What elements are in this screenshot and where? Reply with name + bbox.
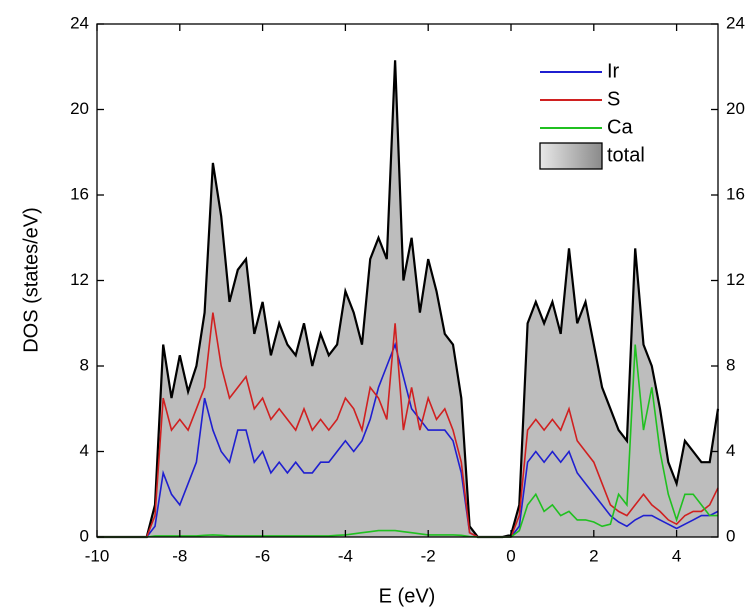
series-line — [97, 60, 720, 539]
x-tick-label: -4 — [338, 546, 353, 565]
legend-label: total — [607, 144, 645, 166]
y-tick-label-right: 20 — [726, 99, 745, 118]
x-tick-label: -6 — [255, 546, 270, 565]
legend-label: S — [607, 88, 620, 110]
x-axis-label: E (eV) — [379, 585, 436, 607]
y-tick-label: 16 — [70, 184, 89, 203]
x-tick-label: -10 — [85, 546, 110, 565]
y-tick-label: 20 — [70, 99, 89, 118]
y-tick-label-right: 16 — [726, 184, 745, 203]
y-tick-label: 8 — [80, 355, 89, 374]
y-tick-label: 12 — [70, 270, 89, 289]
x-tick-label: 0 — [506, 546, 515, 565]
x-tick-label: 4 — [672, 546, 681, 565]
y-tick-label-right: 4 — [726, 441, 735, 460]
y-tick-label-right: 0 — [726, 526, 735, 545]
series-line — [97, 341, 719, 538]
area — [97, 60, 718, 538]
y-tick-label-right: 12 — [726, 270, 745, 289]
y-tick-label: 0 — [80, 526, 89, 545]
legend-label: Ir — [607, 60, 620, 82]
x-tick-label: -8 — [172, 546, 187, 565]
series-line — [97, 344, 718, 538]
y-axis-label: DOS (states/eV) — [20, 207, 42, 353]
legend-swatch — [539, 142, 603, 170]
y-tick-label-right: 8 — [726, 355, 735, 374]
x-tick-label: 2 — [589, 546, 598, 565]
x-tick-label: -2 — [421, 546, 436, 565]
y-tick-label: 24 — [70, 13, 89, 32]
legend-label: Ca — [607, 116, 633, 138]
y-tick-label: 4 — [80, 441, 89, 460]
y-tick-label-right: 24 — [726, 13, 745, 32]
